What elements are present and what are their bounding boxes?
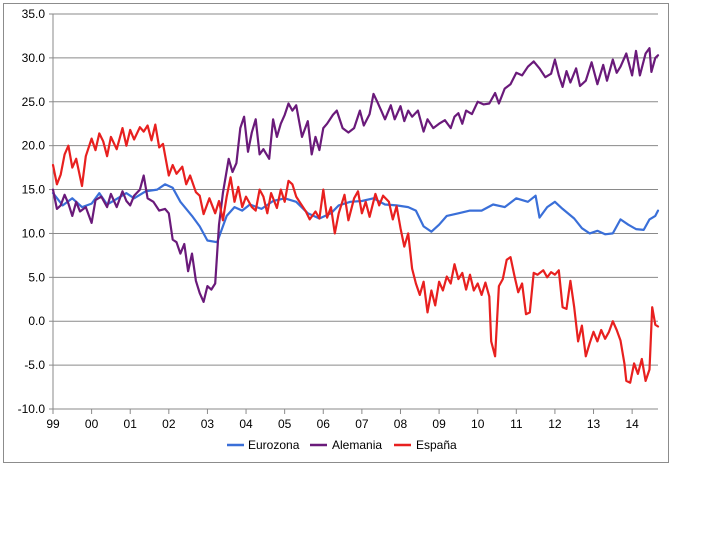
legend: Eurozona Alemania España: [227, 438, 457, 452]
x-tick-label: 02: [162, 417, 176, 431]
series-line-espaa: [51, 123, 660, 384]
chart-frame: -10.0 -5.0 0.0 5.0 10.0 15.0 20.0 25.0 30.0 35.0 …: [3, 3, 669, 463]
legend-label: Eurozona: [248, 438, 300, 452]
gridlines: [53, 13, 658, 366]
y-tick-label: 15.0: [22, 183, 46, 197]
y-axis-tick-labels: -10.0 -5.0 0.0 5.0 10.0 15.0 20.0 25.0 30.0 35.0: [18, 7, 46, 416]
y-tick-label: -5.0: [24, 358, 45, 372]
x-tick-label: 03: [201, 417, 215, 431]
x-tick-label: 07: [355, 417, 369, 431]
series-line-alemania: [51, 47, 660, 303]
x-tick-label: 05: [278, 417, 292, 431]
x-tick-label: 14: [625, 417, 639, 431]
x-tick-label: 12: [548, 417, 562, 431]
series-lines: [51, 47, 660, 384]
y-tick-label: 25.0: [22, 95, 46, 109]
y-tick-label: 35.0: [22, 7, 46, 21]
line-chart: -10.0-5.00.05.010.015.020.025.030.035.0 …: [18, 7, 660, 452]
y-tick-label: -10.0: [18, 402, 46, 416]
y-tick-label: 30.0: [22, 51, 46, 65]
x-tick-label: 11: [510, 417, 523, 431]
x-tick-label: 08: [394, 417, 408, 431]
y-tick-label: 10.0: [22, 226, 46, 240]
axes: [49, 13, 658, 414]
x-tick-label: 09: [432, 417, 446, 431]
x-tick-label: 04: [239, 417, 253, 431]
y-tick-label: 5.0: [28, 270, 45, 284]
x-tick-label: 06: [317, 417, 331, 431]
x-tick-label: 13: [587, 417, 601, 431]
x-axis-tick-labels: 99 00 01 02 03 04 05 06 07 08 09 10 11 12 13 14: [46, 417, 639, 431]
x-tick-label: 01: [124, 417, 138, 431]
x-tick-label: 99: [46, 417, 60, 431]
legend-label: España: [416, 438, 457, 452]
y-tick-label: 20.0: [22, 139, 46, 153]
legend-label: Alemania: [332, 438, 382, 452]
x-tick-label: 00: [85, 417, 99, 431]
y-tick-label: 0.0: [28, 314, 45, 328]
x-tick-label: 10: [471, 417, 485, 431]
